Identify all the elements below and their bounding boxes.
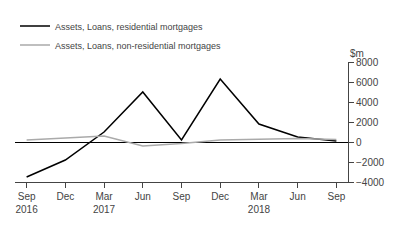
svg-text:Jun: Jun: [135, 191, 151, 202]
svg-text:0: 0: [356, 137, 362, 148]
svg-text:8000: 8000: [356, 57, 379, 68]
svg-text:−4000: −4000: [356, 177, 385, 188]
svg-text:Assets, Loans, non-residential: Assets, Loans, non-residential mortgages: [55, 41, 221, 51]
svg-text:−2000: −2000: [356, 157, 385, 168]
svg-text:Mar2018: Mar2018: [248, 191, 271, 215]
svg-text:$m: $m: [350, 48, 364, 59]
svg-text:Sep2016: Sep2016: [15, 191, 38, 215]
svg-text:Assets, Loans, residential mor: Assets, Loans, residential mortgages: [55, 22, 203, 32]
svg-text:Sep: Sep: [173, 191, 191, 202]
svg-text:6000: 6000: [356, 77, 379, 88]
svg-text:4000: 4000: [356, 97, 379, 108]
svg-text:Jun: Jun: [290, 191, 306, 202]
svg-text:Mar2017: Mar2017: [93, 191, 116, 215]
svg-text:Sep: Sep: [327, 191, 345, 202]
svg-text:Dec: Dec: [56, 191, 74, 202]
svg-text:2000: 2000: [356, 117, 379, 128]
svg-text:Dec: Dec: [211, 191, 229, 202]
